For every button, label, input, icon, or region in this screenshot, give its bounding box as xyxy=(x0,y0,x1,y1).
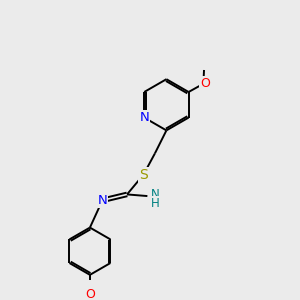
Text: N: N xyxy=(140,111,149,124)
Text: O: O xyxy=(85,288,95,300)
Text: O: O xyxy=(200,76,210,90)
Text: N: N xyxy=(98,194,107,207)
Text: N: N xyxy=(151,188,160,201)
Text: H: H xyxy=(151,197,160,210)
Text: S: S xyxy=(139,168,148,182)
Text: N: N xyxy=(98,194,107,207)
